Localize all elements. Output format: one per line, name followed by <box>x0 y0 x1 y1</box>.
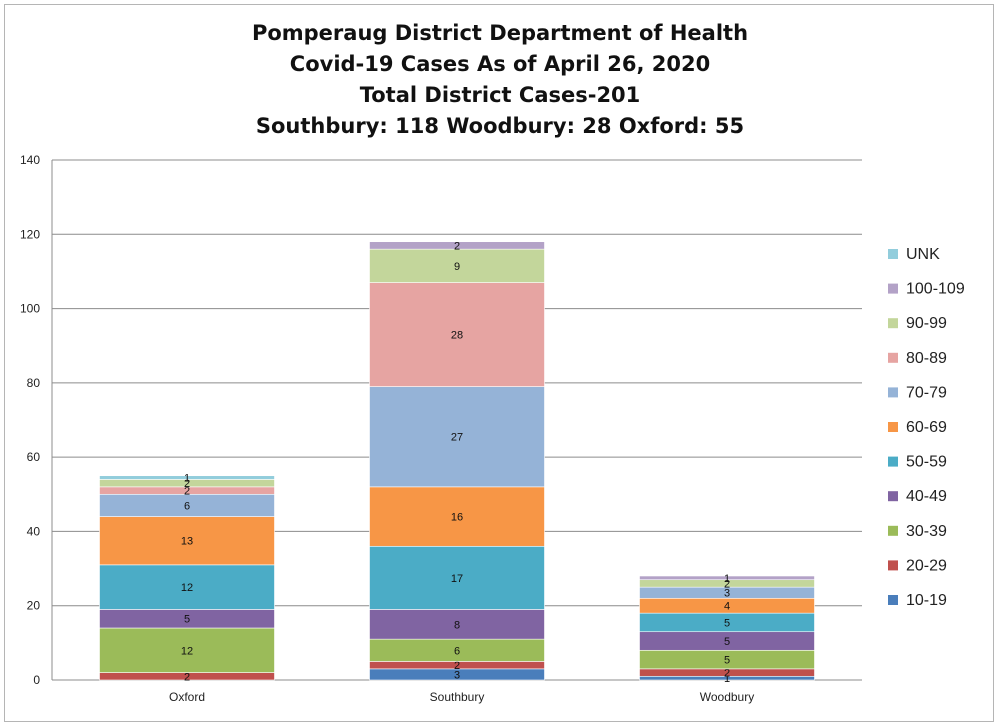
data-label-oxford-50-59: 12 <box>181 582 193 594</box>
y-tick-label: 140 <box>20 153 40 167</box>
y-tick-label: 120 <box>20 227 40 241</box>
data-label-woodbury-100-109: 1 <box>724 573 730 585</box>
data-label-oxford-UNK: 1 <box>184 473 190 485</box>
x-tick-label: Southbury <box>430 690 485 704</box>
bar-segment-southbury-70-79 <box>369 386 545 488</box>
legend-swatch-40-49 <box>888 491 898 502</box>
bar-segment-oxford-50-59 <box>99 564 275 610</box>
bar-segment-southbury-40-49 <box>369 609 545 640</box>
legend-label-60-69: 60-69 <box>906 419 947 436</box>
legend-label-50-59: 50-59 <box>906 454 947 471</box>
legend-swatch-30-39 <box>888 525 898 536</box>
data-label-southbury-10-19: 3 <box>454 669 460 681</box>
legend-label-100-109: 100-109 <box>906 281 965 298</box>
data-label-southbury-60-69: 16 <box>451 512 463 524</box>
data-label-oxford-60-69: 13 <box>181 536 193 548</box>
data-label-oxford-90-99: 2 <box>184 478 190 490</box>
legend-swatch-60-69 <box>888 422 898 432</box>
data-label-woodbury-70-79: 3 <box>724 588 730 600</box>
data-label-southbury-100-109: 2 <box>454 240 460 252</box>
chart-title-line-3: Total District Cases-201 <box>359 83 641 107</box>
legend-swatch-90-99 <box>888 318 898 329</box>
data-label-southbury-30-39: 6 <box>454 645 460 657</box>
bar-segment-southbury-80-89 <box>369 282 545 387</box>
data-label-woodbury-30-39: 5 <box>724 655 730 667</box>
legend-swatch-20-29 <box>888 560 898 571</box>
legend-swatch-50-59 <box>888 456 898 467</box>
legend-label-30-39: 30-39 <box>906 523 947 540</box>
y-tick-label: 0 <box>33 673 40 687</box>
data-label-oxford-80-89: 2 <box>184 486 190 498</box>
bar-segment-southbury-100-109 <box>369 241 545 250</box>
data-label-oxford-20-29: 2 <box>184 671 190 683</box>
legend-swatch-80-89 <box>888 352 898 363</box>
legend-label-40-49: 40-49 <box>906 488 947 505</box>
x-tick-label: Oxford <box>169 690 205 704</box>
chart-title-line-1: Pomperaug District Department of Health <box>251 21 749 45</box>
data-label-southbury-90-99: 9 <box>454 261 460 273</box>
chart-title-line-4: Southbury: 118 Woodbury: 28 Oxford: 55 <box>255 114 745 138</box>
legend-swatch-10-19 <box>888 595 898 605</box>
data-label-woodbury-10-19: 1 <box>724 673 730 685</box>
legend-swatch-70-79 <box>888 387 898 398</box>
legend-label-20-29: 20-29 <box>906 557 947 574</box>
bar-segment-woodbury-100-109 <box>639 575 815 581</box>
data-label-oxford-70-79: 6 <box>184 500 190 512</box>
bar-segment-oxford-30-39 <box>99 627 275 673</box>
y-tick-label: 40 <box>27 524 41 538</box>
legend-swatch-100-109 <box>888 283 898 294</box>
data-label-woodbury-60-69: 4 <box>724 601 730 613</box>
bar-segment-southbury-50-59 <box>369 545 545 610</box>
bar-segment-southbury-60-69 <box>369 486 545 547</box>
x-tick-label: Woodbury <box>700 690 754 704</box>
legend-label-UNK: UNK <box>906 246 940 263</box>
legend-label-80-89: 80-89 <box>906 350 947 367</box>
data-label-southbury-40-49: 8 <box>454 619 460 631</box>
data-label-woodbury-20-29: 2 <box>724 668 730 680</box>
data-label-oxford-30-39: 12 <box>181 645 193 657</box>
y-tick-label: 20 <box>27 599 41 613</box>
legend-swatch-UNK <box>888 249 898 259</box>
data-label-oxford-40-49: 5 <box>184 614 190 626</box>
bar-segment-southbury-90-99 <box>369 248 545 283</box>
data-label-southbury-50-59: 17 <box>451 573 463 585</box>
data-label-southbury-70-79: 27 <box>451 432 463 444</box>
chart-title: Pomperaug District Department of Health … <box>0 18 1000 142</box>
data-label-southbury-20-29: 2 <box>454 660 460 672</box>
bar-segment-oxford-UNK <box>99 475 275 480</box>
data-label-woodbury-90-99: 2 <box>724 578 730 590</box>
legend-label-10-19: 10-19 <box>906 592 947 609</box>
legend-label-90-99: 90-99 <box>906 315 947 332</box>
y-tick-label: 60 <box>27 450 41 464</box>
y-tick-label: 100 <box>20 302 40 316</box>
data-label-woodbury-50-59: 5 <box>724 617 730 629</box>
y-tick-label: 80 <box>27 376 41 390</box>
chart-title-line-2: Covid-19 Cases As of April 26, 2020 <box>289 52 711 76</box>
data-label-woodbury-40-49: 5 <box>724 636 730 648</box>
data-label-southbury-80-89: 28 <box>451 330 463 342</box>
legend-label-70-79: 70-79 <box>906 384 947 401</box>
bar-segment-oxford-60-69 <box>99 516 275 566</box>
